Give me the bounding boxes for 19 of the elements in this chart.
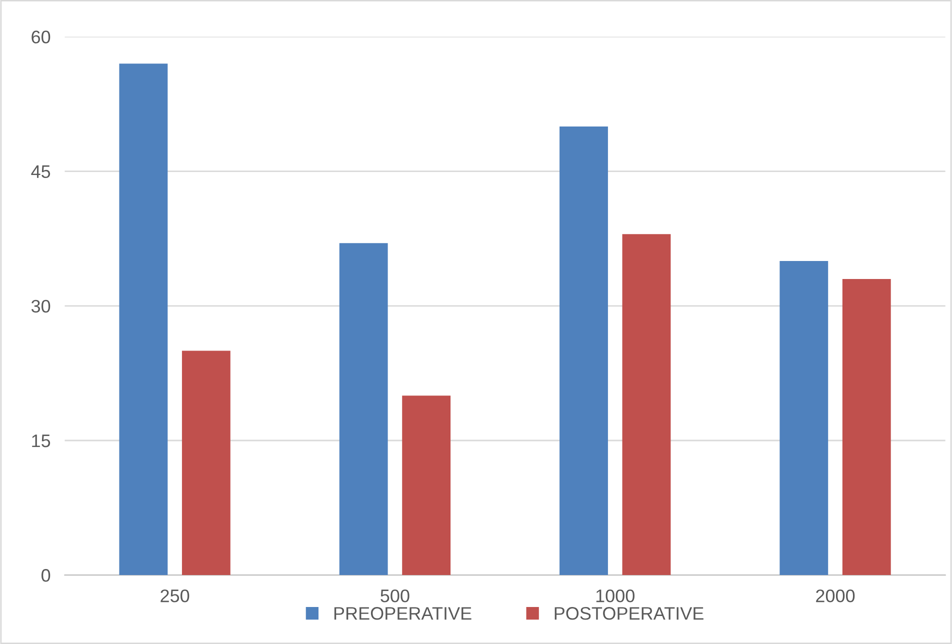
legend-label: POSTOPERATIVE — [554, 607, 704, 620]
x-tick-label: 2000 — [816, 589, 855, 602]
bar — [622, 234, 671, 576]
bar — [182, 350, 230, 576]
bar — [780, 261, 828, 576]
bar — [402, 396, 451, 576]
x-tick-label: 250 — [160, 589, 190, 602]
legend-label: PREOPERATIVE — [334, 607, 472, 620]
bar — [119, 64, 168, 576]
bar — [560, 126, 608, 576]
y-tick-label: 45 — [31, 165, 50, 178]
y-tick-label: 15 — [32, 434, 50, 448]
y-tick-label: 0 — [42, 569, 50, 582]
x-tick-label: 1000 — [596, 589, 634, 602]
bar — [339, 243, 388, 576]
y-tick-label: 30 — [31, 300, 50, 313]
y-tick-label: 60 — [32, 30, 50, 44]
bar — [842, 278, 891, 576]
x-tick-label: 500 — [380, 589, 410, 602]
